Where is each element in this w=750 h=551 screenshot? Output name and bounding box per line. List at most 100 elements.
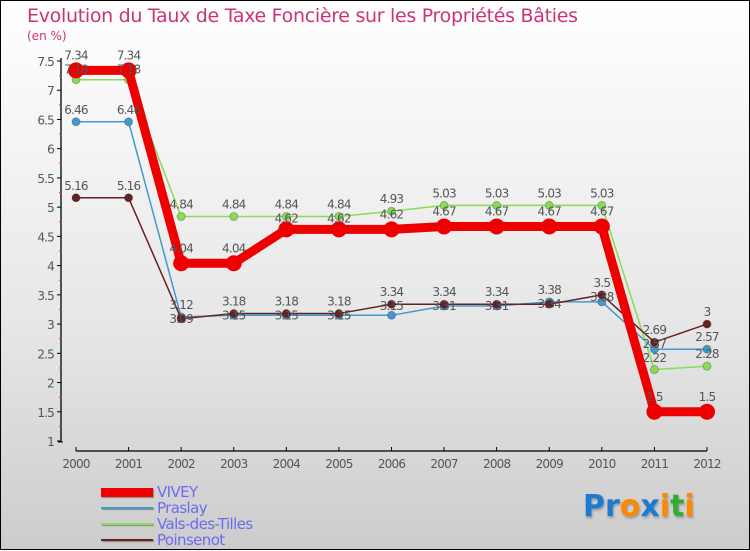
data-point [649, 365, 659, 375]
data-label: 5.03 [485, 186, 509, 200]
x-tick-label: 2002 [167, 457, 195, 471]
x-tick-label: 2009 [536, 457, 564, 471]
data-point [383, 221, 400, 238]
data-label: 3.34 [380, 285, 404, 299]
data-point [439, 299, 449, 309]
data-label: 4.84 [327, 198, 351, 212]
data-label: 7.18 [117, 62, 141, 76]
data-point [387, 299, 396, 309]
data-label: 3.34 [432, 285, 456, 299]
chart-unit-label: (en %) [27, 29, 67, 43]
data-label: 7.18 [64, 62, 88, 76]
data-label: 4.62 [380, 207, 404, 221]
data-point [71, 117, 81, 127]
x-tick-label: 2008 [483, 457, 511, 471]
y-tick-label: 6.5 [37, 113, 54, 127]
logo-letter: t [670, 489, 685, 524]
data-label: 6.46 [117, 103, 141, 117]
data-label: 4.93 [380, 192, 404, 206]
data-label: 4.04 [169, 241, 193, 255]
x-tick-label: 2006 [378, 457, 406, 471]
legend-item-vals-des-tilles: Vals-des-Tilles [101, 516, 253, 532]
data-label: 2.57 [643, 337, 667, 351]
data-point [593, 218, 610, 235]
legend-label: Praslay [157, 499, 208, 517]
y-tick-label: 1.5 [37, 406, 54, 420]
data-point [597, 290, 607, 300]
data-label: 3.15 [222, 309, 246, 323]
data-label: 5.03 [432, 186, 456, 200]
data-point [173, 255, 190, 272]
data-point [124, 117, 134, 127]
legend-label: VIVEY [157, 483, 198, 501]
data-label: 3.34 [537, 297, 561, 311]
data-label: 5.03 [537, 186, 561, 200]
data-point [541, 218, 558, 235]
data-label: 3 [704, 305, 711, 319]
y-tick-label: 1 [47, 435, 54, 449]
chart-title: Evolution du Taux de Taxe Foncière sur l… [27, 5, 578, 27]
data-label: 4.84 [169, 198, 193, 212]
y-tick-label: 3 [47, 318, 54, 332]
logo-letter: x [640, 489, 660, 524]
data-point [488, 218, 505, 235]
data-label: 6.46 [64, 103, 88, 117]
data-point [439, 200, 449, 210]
data-label: 4.67 [537, 204, 561, 218]
logo-letter: i [659, 489, 671, 524]
data-label: 5.16 [64, 179, 88, 193]
data-point [281, 309, 291, 319]
y-tick-label: 6 [47, 143, 54, 157]
data-point [330, 221, 347, 238]
data-point [68, 62, 84, 79]
data-label: 2.28 [695, 347, 719, 361]
data-point [387, 310, 396, 320]
data-point [492, 200, 502, 210]
data-point [702, 319, 712, 329]
data-point [649, 337, 659, 347]
data-point [334, 212, 344, 222]
data-point [702, 361, 712, 371]
data-point [597, 200, 607, 210]
logo-letter: r [605, 489, 620, 524]
data-label: 4.84 [275, 198, 299, 212]
data-point [544, 200, 554, 210]
data-label: 3.18 [327, 295, 351, 309]
data-label: 2.22 [643, 351, 667, 365]
data-label: 7.34 [64, 48, 88, 62]
data-point [229, 212, 239, 222]
x-tick-label: 2003 [220, 457, 248, 471]
logo-letter: i [684, 489, 695, 524]
data-label: 3.31 [432, 299, 456, 313]
data-point [225, 255, 242, 272]
y-tick-label: 4 [47, 260, 54, 274]
data-label: 2.57 [695, 330, 719, 344]
data-label: 4.62 [275, 212, 299, 226]
data-label: 3.38 [590, 290, 614, 304]
y-tick-label: 5.5 [37, 172, 54, 186]
data-point [646, 403, 663, 420]
data-point [702, 344, 712, 354]
data-point [176, 212, 186, 222]
data-label: 3.31 [485, 299, 509, 313]
data-point [176, 314, 186, 324]
y-tick-label: 5 [47, 201, 54, 215]
x-tick-label: 2000 [62, 457, 90, 471]
data-label: 7.34 [117, 48, 141, 62]
x-tick-label: 2010 [588, 457, 616, 471]
data-label: 4.04 [222, 241, 246, 255]
data-point [436, 218, 453, 235]
data-label: 3.34 [485, 285, 509, 299]
data-point [699, 403, 715, 420]
y-tick-label: 4.5 [37, 230, 54, 244]
data-point [120, 62, 137, 79]
data-label: 4.84 [222, 198, 246, 212]
x-tick-label: 2005 [325, 457, 353, 471]
y-tick-label: 7.5 [37, 55, 54, 69]
data-label: 1.5 [646, 390, 663, 404]
data-label: 3.5 [593, 276, 610, 290]
y-tick-label: 2 [47, 377, 54, 391]
legend: VIVEY Praslay Vals-des-Tilles Poinsenot [101, 484, 253, 548]
